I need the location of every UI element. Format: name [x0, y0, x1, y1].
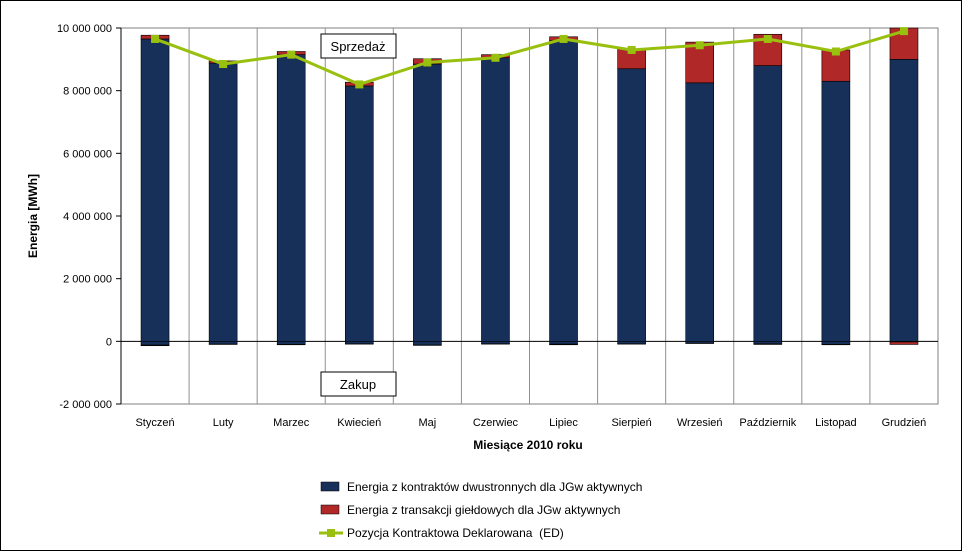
- y-tick-label: -2 000 000: [59, 399, 112, 411]
- annotation-zakup-text: Zakup: [340, 377, 376, 392]
- bar-bilateral-positive: [754, 66, 782, 342]
- x-tick-label: Czerwiec: [473, 417, 519, 429]
- legend-label-bilateral: Energia z kontraktów dwustronnych dla JG…: [347, 480, 642, 494]
- bar-bilateral-positive: [686, 83, 714, 342]
- y-tick-label: 4 000 000: [63, 211, 112, 223]
- bar-bilateral-negative: [754, 341, 782, 344]
- bar-bilateral-positive: [277, 55, 305, 342]
- bar-bilateral-negative: [822, 341, 850, 344]
- x-tick-label: Październik: [739, 417, 796, 429]
- y-tick-label: 2 000 000: [63, 274, 112, 286]
- x-axis-title: Miesiące 2010 roku: [473, 438, 582, 452]
- legend-swatch-position-marker: [327, 529, 335, 537]
- x-tick-label: Sierpień: [611, 417, 651, 429]
- legend-swatch-exchange: [321, 505, 339, 514]
- legend-item-bilateral: Energia z kontraktów dwustronnych dla JG…: [321, 480, 642, 494]
- position-point: [832, 48, 840, 56]
- position-point: [900, 27, 908, 35]
- bar-bilateral-positive: [618, 69, 646, 342]
- legend-swatch-bilateral: [321, 482, 339, 491]
- bar-bilateral-positive: [413, 64, 441, 341]
- bar-bilateral-negative: [209, 341, 237, 344]
- x-axis: Styczeń Luty Marzec Kwiecień Maj Czerwiec Lipi…: [135, 417, 926, 429]
- x-tick-label: Wrzesień: [677, 417, 723, 429]
- y-tick-label: 10 000 000: [57, 23, 112, 35]
- legend: Energia z kontraktów dwustronnych dla JG…: [319, 480, 642, 540]
- x-tick-label: Grudzień: [882, 417, 927, 429]
- bar-bilateral-positive: [481, 58, 509, 342]
- bar-bilateral-negative: [481, 341, 509, 344]
- y-tick-label: 6 000 000: [63, 148, 112, 160]
- bar-bilateral-positive: [550, 41, 578, 342]
- position-point: [423, 58, 431, 66]
- position-point: [560, 35, 568, 43]
- bar-bilateral-negative: [141, 341, 169, 345]
- y-tick-label: 0: [106, 336, 112, 348]
- x-tick-label: Luty: [213, 417, 234, 429]
- position-point: [355, 80, 363, 88]
- x-tick-label: Lipiec: [549, 417, 578, 429]
- x-tick-label: Listopad: [815, 417, 857, 429]
- bar-exchange-negative: [141, 345, 169, 346]
- bar-bilateral-negative: [277, 341, 305, 344]
- bar-bilateral-negative: [345, 341, 373, 344]
- position-point: [491, 54, 499, 62]
- annotation-sprzedaz: Sprzedaż: [321, 34, 396, 58]
- bar-bilateral-negative: [413, 341, 441, 345]
- bar-bilateral-positive: [345, 86, 373, 341]
- position-point: [151, 35, 159, 43]
- bar-exchange-negative: [754, 344, 782, 345]
- y-tick-label: 8 000 000: [63, 86, 112, 98]
- bar-exchange-negative: [890, 342, 918, 345]
- legend-item-position: Pozycja Kontraktowa Deklarowana (ED): [319, 526, 564, 540]
- position-point: [219, 60, 227, 68]
- y-axis-title: Energia [MWh]: [26, 174, 40, 258]
- legend-item-exchange: Energia z transakcji giełdowych dla JGw …: [321, 503, 620, 517]
- legend-label-exchange: Energia z transakcji giełdowych dla JGw …: [347, 503, 620, 517]
- annotation-sprzedaz-text: Sprzedaż: [331, 39, 386, 54]
- bar-exchange-negative: [550, 344, 578, 345]
- bar-bilateral-positive: [822, 81, 850, 341]
- legend-label-position: Pozycja Kontraktowa Deklarowana (ED): [347, 526, 564, 540]
- x-tick-label: Styczeń: [135, 417, 174, 429]
- bar-bilateral-negative: [618, 341, 646, 344]
- position-point: [287, 51, 295, 59]
- position-point: [764, 35, 772, 43]
- bar-bilateral-positive: [141, 39, 169, 341]
- bar-bilateral-positive: [209, 63, 237, 341]
- x-tick-label: Maj: [419, 417, 437, 429]
- x-tick-label: Kwiecień: [337, 417, 381, 429]
- annotation-zakup: Zakup: [321, 372, 396, 396]
- x-tick-label: Marzec: [273, 417, 310, 429]
- bar-bilateral-positive: [890, 59, 918, 341]
- bar-bilateral-negative: [550, 341, 578, 344]
- y-axis: -2 000 000 0 2 000 000 4 000 000 6 000 000 8 …: [57, 23, 121, 411]
- position-point: [696, 41, 704, 49]
- position-point: [628, 46, 636, 54]
